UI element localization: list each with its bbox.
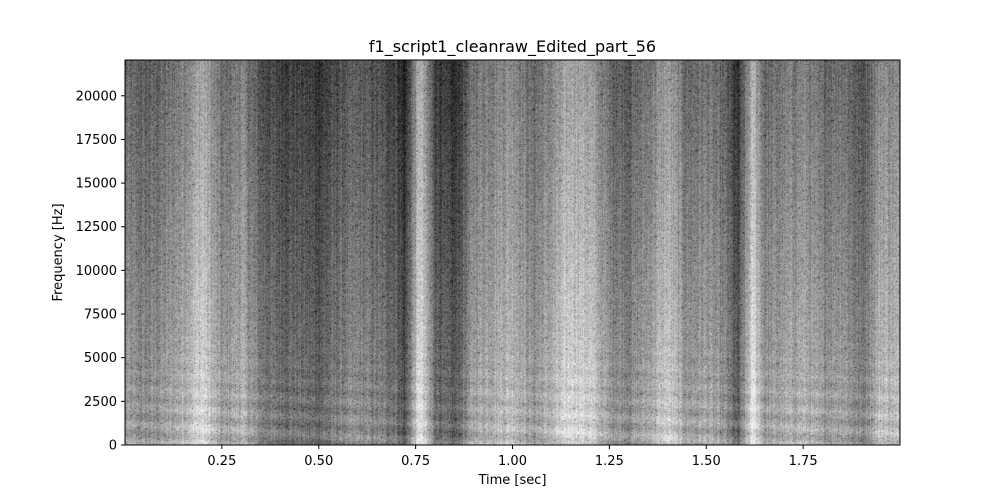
spectrogram-image [125, 60, 900, 445]
y-tick-label: 17500 [76, 133, 117, 148]
chart-title: f1_script1_cleanraw_Edited_part_56 [369, 37, 656, 57]
y-axis: 0 2500 5000 7500 10000 12500 15000 17500 20000 [76, 89, 125, 454]
x-tick-label: 1.00 [498, 454, 527, 469]
y-axis-label: Frequency [Hz] [51, 203, 66, 301]
x-tick-label: 0.50 [304, 454, 333, 469]
y-tick-label: 5000 [84, 351, 117, 366]
y-tick-label: 7500 [84, 308, 117, 323]
y-tick-label: 2500 [84, 395, 117, 410]
x-tick-label: 1.50 [692, 454, 721, 469]
x-tick-label: 0.75 [401, 454, 430, 469]
plot-area [124, 59, 901, 446]
y-tick-label: 15000 [76, 177, 117, 192]
x-tick-label: 0.25 [207, 454, 236, 469]
y-tick-label: 12500 [76, 220, 117, 235]
y-tick-label: 20000 [76, 89, 117, 104]
x-tick-label: 1.75 [789, 454, 818, 469]
x-axis: 0.25 0.50 0.75 1.00 1.25 1.50 1.75 [207, 445, 818, 469]
y-tick-label: 10000 [76, 264, 117, 279]
x-tick-label: 1.25 [595, 454, 624, 469]
y-tick-label: 0 [109, 439, 117, 454]
x-axis-label: Time [sec] [477, 473, 546, 488]
